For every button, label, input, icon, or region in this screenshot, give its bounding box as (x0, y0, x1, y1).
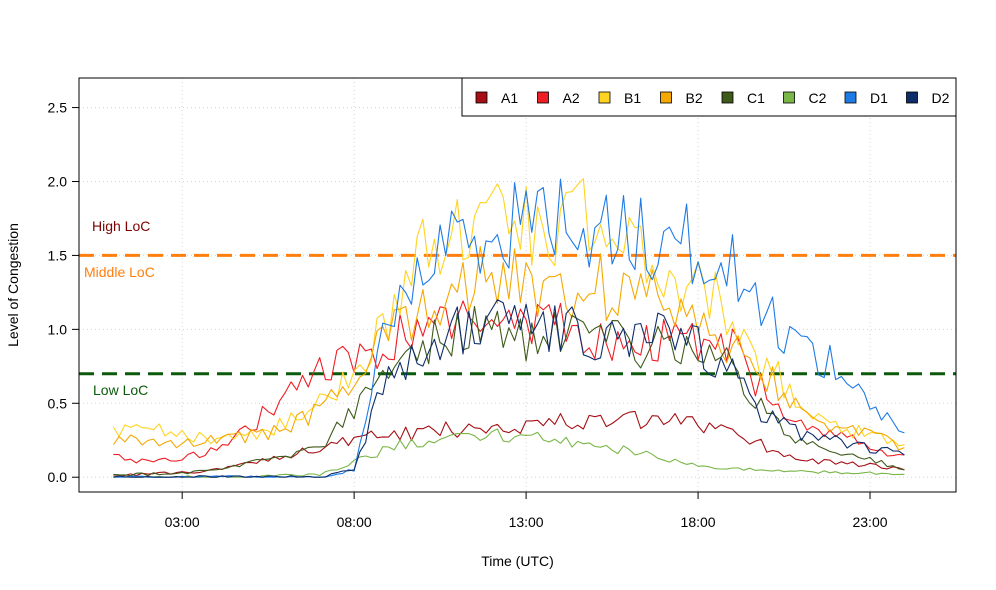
series-line-C1 (113, 305, 905, 477)
legend-swatch-B1 (598, 91, 611, 104)
series-line-A2 (113, 300, 905, 464)
y-tick-label: 2.5 (48, 100, 68, 116)
series-line-B1 (112, 178, 905, 447)
legend-label-C2: C2 (809, 90, 827, 106)
series-line-D2 (113, 299, 905, 478)
legend-label-D2: D2 (932, 90, 950, 106)
y-tick-label: 1.0 (48, 321, 68, 337)
y-tick-label: 0.0 (48, 469, 68, 485)
high-loc-label: High LoC (92, 218, 150, 234)
x-tick-label: 08:00 (337, 514, 372, 530)
low-loc-label: Low LoC (93, 382, 148, 398)
legend-swatch-C2 (783, 91, 795, 104)
legend-swatch-C1 (721, 91, 734, 104)
y-tick-label: 2.0 (48, 174, 68, 190)
plot-border (78, 77, 957, 493)
x-axis-title: Time (UTC) (481, 553, 554, 569)
legend-swatch-B2 (660, 91, 672, 104)
y-tick-label: 0.5 (48, 395, 68, 411)
reference-lines (79, 253, 956, 376)
legend-swatch-D2 (906, 91, 918, 104)
x-tick-label: 23:00 (852, 514, 887, 530)
legend-swatch-D1 (844, 91, 857, 104)
legend-label-A1: A1 (501, 90, 518, 106)
legend-label-B1: B1 (624, 90, 641, 106)
legend-label-A2: A2 (563, 90, 580, 106)
series-line-C2 (113, 428, 905, 478)
y-axis-title: Level of Congestion (5, 223, 21, 347)
series-layer (112, 178, 905, 478)
y-tick-label: 1.5 (48, 247, 68, 263)
legend-label-C1: C1 (747, 90, 765, 106)
legend-swatch-A2 (537, 91, 549, 104)
x-tick-label: 13:00 (509, 514, 544, 530)
axes: 03:00 08:00 13:00 18:00 23:00 0.0 0.5 1.0 1.5 2.0… (48, 100, 888, 530)
series-line-B2 (112, 246, 905, 451)
legend-label-D1: D1 (870, 90, 888, 106)
legend: A1 A2 B1 B2 C1 C2 D1 D2 (461, 77, 957, 117)
x-tick-label: 18:00 (681, 514, 716, 530)
grid (79, 78, 956, 492)
x-tick-label: 03:00 (165, 514, 200, 530)
legend-label-B2: B2 (686, 90, 703, 106)
middle-loc-label: Middle LoC (84, 264, 155, 280)
legend-swatch-A1 (475, 91, 488, 104)
